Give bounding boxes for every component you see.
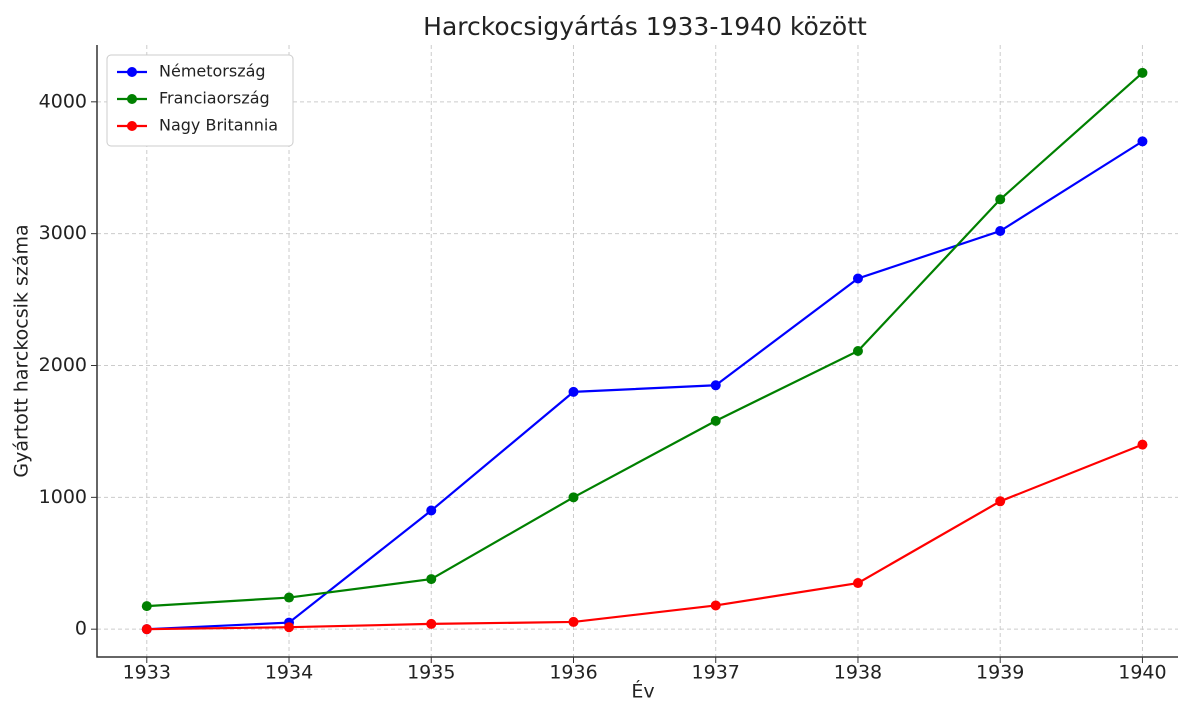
data-point [141,601,152,612]
y-tick-label: 1000 [39,486,87,508]
series-line [146,71,1144,608]
data-point [568,386,579,397]
legend-label: Franciaország [159,89,270,108]
y-axis-label: Gyártott harckocsik száma [11,224,33,477]
x-tick-label: 1934 [265,662,313,684]
legend-marker [127,67,137,77]
data-point [852,346,863,356]
data-point [568,492,579,503]
data-point [710,600,721,611]
y-tick-label: 4000 [39,90,87,112]
data-point [426,505,437,516]
data-point [568,616,579,627]
data-point [284,592,295,603]
chart-title: Harckocsigyártás 1933-1940 között [423,12,867,41]
x-tick-label: 1940 [1118,662,1166,684]
legend-label: Németország [159,62,266,81]
data-point [852,273,863,284]
axes-frame [96,45,1178,658]
y-tick-label: 0 [75,618,87,640]
x-tick-label: 1933 [123,662,171,684]
data-point [141,624,152,635]
data-point [426,618,437,629]
data-point [710,415,721,426]
legend: Németország Franciaország Nagy Britannia [106,54,294,147]
x-tick-label: 1935 [407,662,455,684]
legend-marker [127,94,137,104]
x-tick-label: 1938 [834,662,882,684]
y-tick-label: 3000 [39,222,87,244]
legend-box [106,54,294,147]
data-point [1137,67,1148,78]
legend-label: Nagy Britannia [159,116,278,135]
data-point [995,226,1006,237]
data-point [710,380,721,391]
legend-marker [127,121,137,131]
data-point [1137,136,1148,147]
series-line [146,140,1144,631]
data-point [995,496,1006,507]
x-tick-label: 1937 [692,662,740,684]
data-point [284,622,295,633]
x-tick-label: 1939 [976,662,1024,684]
x-tick-label: 1936 [549,662,597,684]
x-axis-label: Év [631,680,654,703]
data-point [1137,439,1148,450]
data-point [852,578,863,589]
data-point [426,574,437,585]
series-line [146,443,1143,631]
data-point [995,194,1006,205]
y-tick-label: 2000 [39,354,87,376]
